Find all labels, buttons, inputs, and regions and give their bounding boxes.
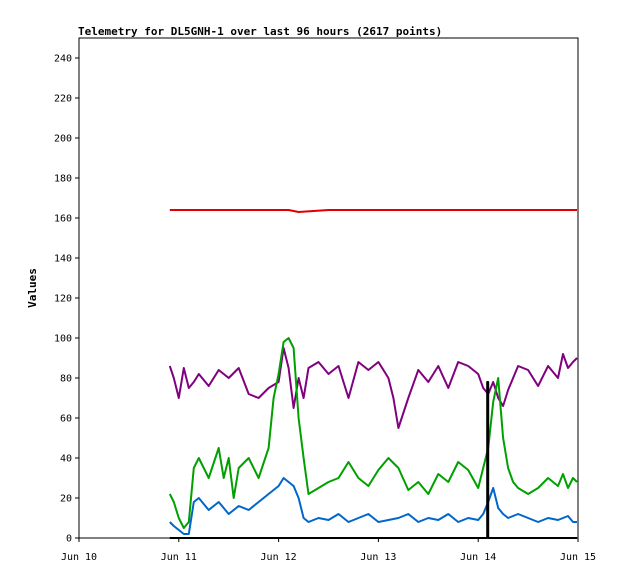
series-line-5: [169, 381, 577, 539]
y-tick-label: 180: [54, 174, 72, 185]
y-tick-label: 200: [54, 134, 72, 145]
y-tick-label: 120: [54, 294, 72, 305]
y-tick-label: 0: [66, 534, 72, 545]
y-axis-label: Values: [26, 268, 39, 308]
y-tick-label: 20: [60, 494, 72, 505]
y-axis: 0 20 40 60 80 100 120 140 160 180 200 220 240: [54, 54, 79, 545]
y-tick-label: 40: [60, 454, 72, 465]
y-tick-label: 140: [54, 254, 72, 265]
x-tick-label: Jun 13: [360, 552, 396, 563]
x-tick-label: Jun 12: [261, 552, 297, 563]
y-tick-label: 60: [60, 414, 72, 425]
series-line-4: [169, 477, 577, 535]
series-line-2: [168, 347, 578, 429]
y-tick-label: 100: [54, 334, 72, 345]
y-tick-label: 80: [60, 374, 72, 385]
x-axis: Jun 10 Jun 11 Jun 12 Jun 13 Jun 14 Jun 15: [61, 538, 596, 563]
y-tick-label: 240: [54, 54, 72, 65]
series-line-1: [169, 209, 577, 213]
x-tick-label: Jun 11: [161, 552, 197, 563]
x-tick-label: Jun 10: [61, 552, 97, 563]
series-line-3: [168, 337, 578, 529]
y-tick-label: 220: [54, 94, 72, 105]
chart-title: Telemetry for DL5GNH-1 over last 96 hour…: [78, 25, 442, 38]
x-tick-label: Jun 15: [560, 552, 596, 563]
x-tick-label: Jun 14: [460, 552, 496, 563]
series-layer: [168, 209, 578, 539]
y-tick-label: 160: [54, 214, 72, 225]
